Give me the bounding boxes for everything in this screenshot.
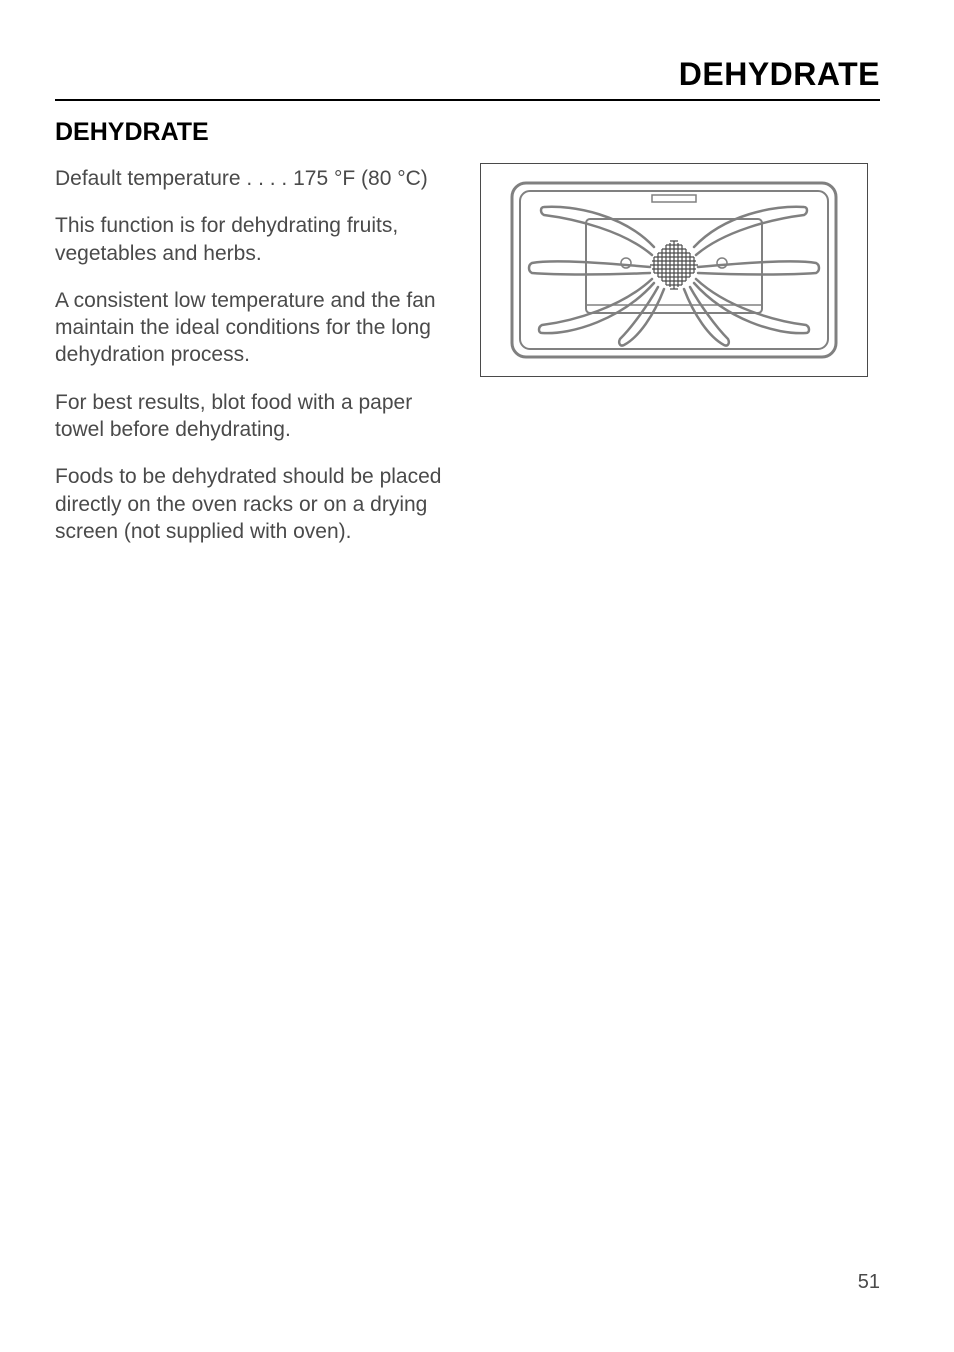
oven-illustration-container [480,163,868,377]
page-header: DEHYDRATE [55,56,880,101]
paragraph-3: For best results, blot food with a paper… [55,389,455,444]
oven-convection-diagram-icon [504,175,844,365]
paragraph-2: A consistent low temperature and the fan… [55,287,455,369]
page-number: 51 [858,1271,880,1294]
page-header-title: DEHYDRATE [679,56,880,92]
default-temperature-line: Default temperature . . . . 175 °F (80 °… [55,165,455,192]
section-title: DEHYDRATE [55,118,455,147]
paragraph-1: This function is for dehydrating fruits,… [55,212,455,267]
content-column: DEHYDRATE Default temperature . . . . 17… [55,118,455,565]
paragraph-4: Foods to be dehydrated should be placed … [55,463,455,545]
